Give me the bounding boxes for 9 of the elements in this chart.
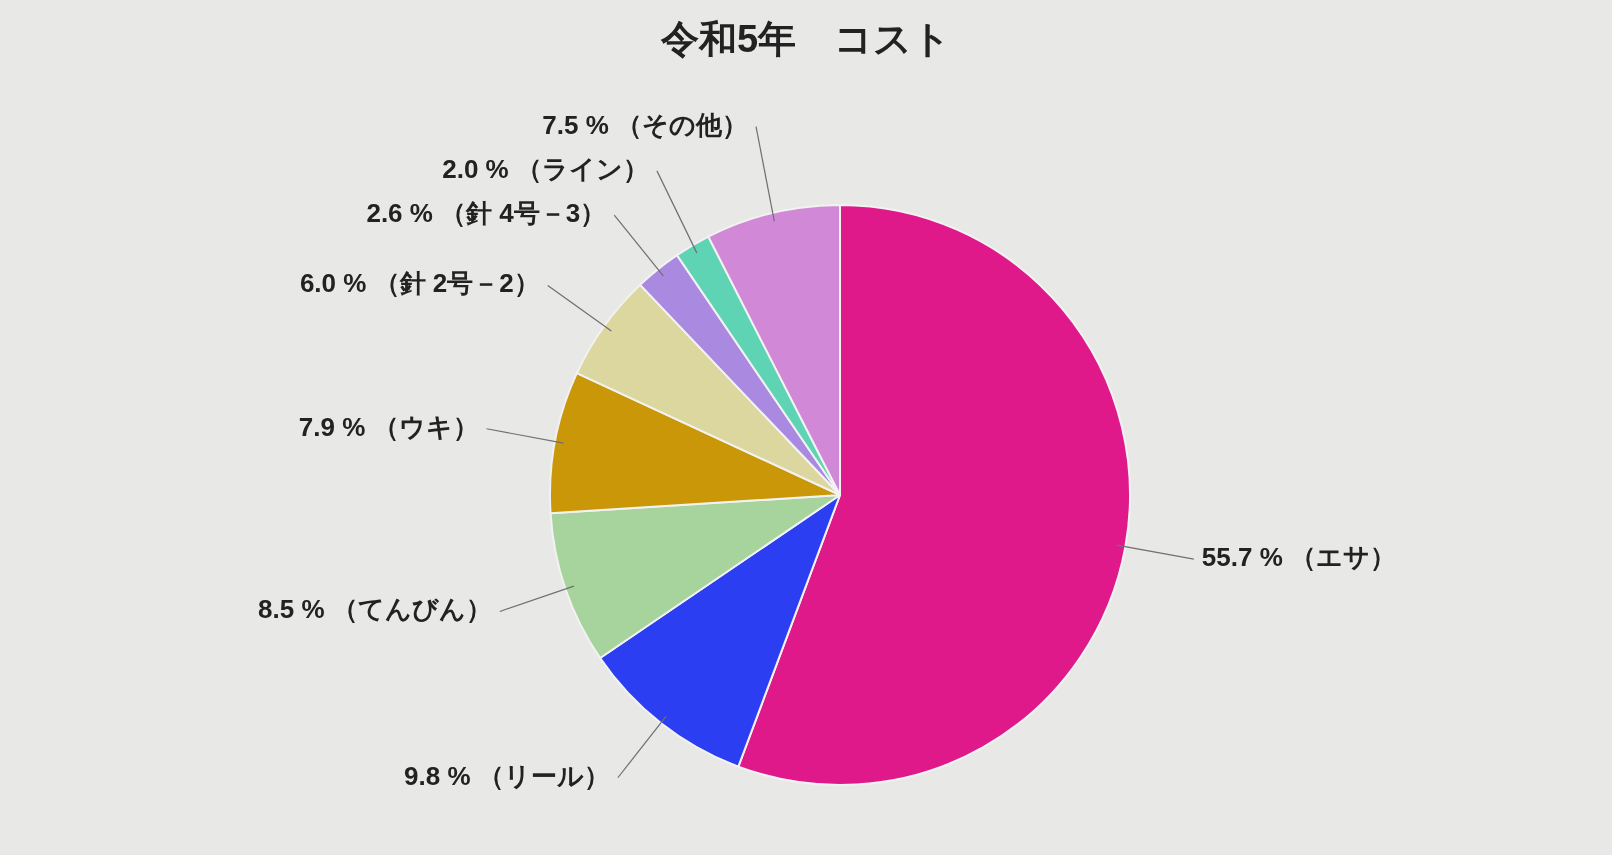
label: 7.9 % （ウキ）	[298, 411, 479, 442]
label: 55.7 % （エサ）	[1201, 541, 1396, 572]
label: 9.8 % （リール）	[404, 760, 610, 791]
label: 2.0 % （ライン）	[442, 153, 649, 184]
label: 8.5 % （てんびん）	[258, 594, 492, 625]
label: 6.0 % （針 2号－2）	[299, 268, 540, 299]
label: 7.5 % （その他）	[542, 109, 749, 140]
label: 2.6 % （針 4号－3）	[366, 197, 607, 228]
title: 令和5年 コスト	[660, 18, 952, 60]
